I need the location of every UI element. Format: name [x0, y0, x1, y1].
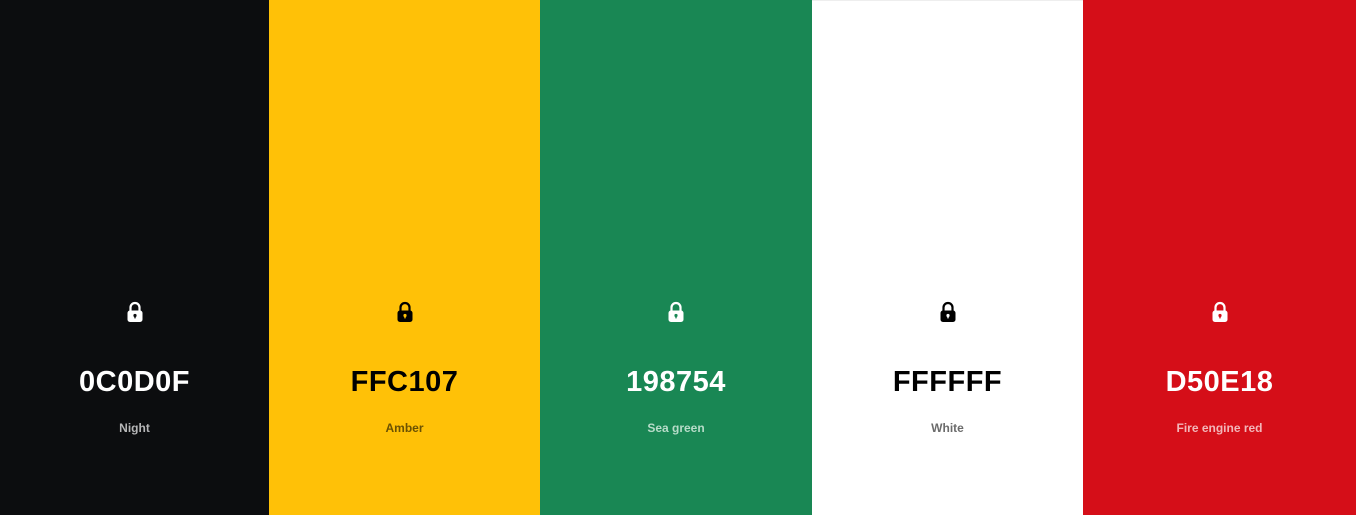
swatch-fire-engine-red[interactable]: D50E18 Fire engine red — [1083, 0, 1356, 515]
lock-icon[interactable] — [939, 301, 957, 323]
swatch-color-name: Amber — [385, 421, 424, 435]
swatch-white[interactable]: FFFFFF White — [812, 0, 1083, 515]
swatch-night[interactable]: 0C0D0F Night — [0, 0, 269, 515]
lock-icon[interactable] — [396, 301, 414, 323]
lock-icon[interactable] — [1211, 301, 1229, 323]
swatch-color-name: Sea green — [647, 421, 705, 435]
swatch-hex[interactable]: 0C0D0F — [79, 366, 190, 398]
swatch-sea-green[interactable]: 198754 Sea green — [540, 0, 812, 515]
swatch-hex[interactable]: FFFFFF — [892, 366, 1003, 398]
swatch-hex[interactable]: 198754 — [626, 366, 726, 398]
swatch-hex[interactable]: D50E18 — [1165, 366, 1274, 398]
swatch-amber[interactable]: FFC107 Amber — [269, 0, 540, 515]
swatch-hex[interactable]: FFC107 — [350, 366, 459, 398]
swatch-color-name: White — [931, 421, 964, 435]
swatch-color-name: Fire engine red — [1176, 421, 1263, 435]
lock-icon[interactable] — [126, 301, 144, 323]
swatch-color-name: Night — [119, 421, 150, 435]
lock-icon[interactable] — [667, 301, 685, 323]
